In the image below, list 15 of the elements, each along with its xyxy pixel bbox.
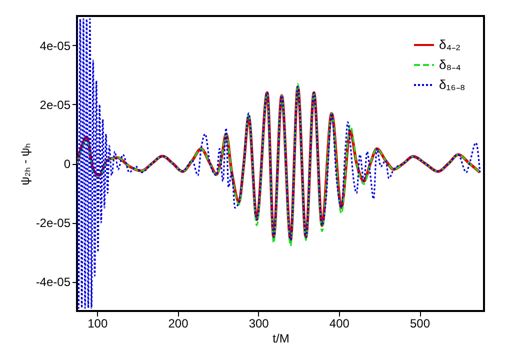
y-tick-label: -2e-05 [36, 216, 71, 230]
legend-label: δ₁₆₋₈ [439, 77, 466, 92]
legend-label: δ₄₋₂ [439, 37, 461, 52]
x-axis-title: t/M [272, 332, 290, 346]
y-tick-label: -4e-05 [36, 275, 71, 289]
x-tick-label: 100 [88, 316, 108, 330]
legend-label: δ₈₋₄ [439, 57, 461, 72]
x-tick-label: 200 [168, 316, 189, 330]
y-axis-title: ψ₂ₕ - ψₕ [18, 142, 32, 186]
x-tick-label: 300 [248, 316, 270, 330]
x-tick-label: 400 [329, 316, 350, 330]
y-tick-label: 2e-05 [40, 98, 71, 112]
y-tick-label: 0 [64, 157, 71, 171]
y-tick-label: 4e-05 [40, 39, 71, 53]
x-tick-label: 500 [410, 316, 430, 330]
